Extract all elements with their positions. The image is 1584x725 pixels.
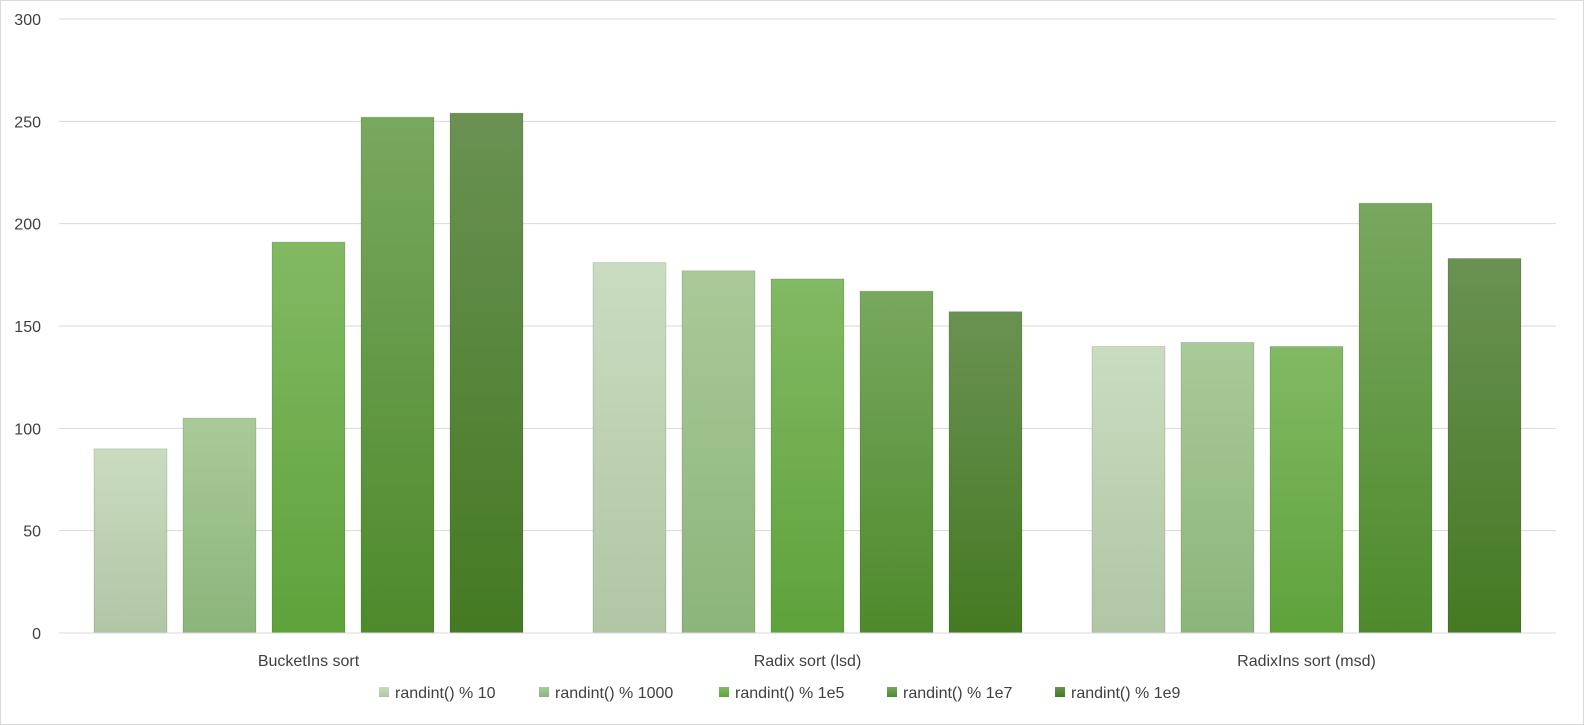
legend-label: randint() % 1e9	[1071, 685, 1180, 702]
y-tick-label: 300	[14, 12, 41, 29]
y-tick-label: 100	[14, 421, 41, 438]
legend-swatch	[1055, 687, 1065, 697]
bar-2-3	[1358, 202, 1433, 634]
bar-0-4	[449, 112, 524, 634]
y-tick-label: 50	[23, 524, 41, 541]
legend-label: randint() % 10	[395, 685, 496, 702]
legend-swatch	[539, 687, 549, 697]
x-tick-label: RadixIns sort (msd)	[1237, 653, 1376, 670]
bar-0-3	[360, 116, 435, 634]
legend-label: randint() % 1000	[555, 685, 673, 702]
bar-1-3	[859, 290, 934, 634]
x-tick-label: BucketIns sort	[258, 653, 360, 670]
bar-2-2	[1269, 345, 1344, 634]
legend-label: randint() % 1e7	[903, 685, 1012, 702]
legend-label: randint() % 1e5	[735, 685, 844, 702]
bar-2-1	[1180, 341, 1255, 634]
legend-swatch	[887, 687, 897, 697]
y-tick-label: 150	[14, 319, 41, 336]
bar-1-0	[592, 262, 667, 634]
bar-2-4	[1447, 257, 1522, 634]
y-tick-label: 250	[14, 114, 41, 131]
y-tick-label: 0	[32, 626, 41, 643]
bar-1-4	[948, 311, 1023, 634]
bar-0-1	[182, 417, 257, 634]
bar-0-2	[271, 241, 346, 634]
bar-2-0	[1091, 345, 1166, 634]
bar-0-0	[93, 448, 168, 634]
bar-1-1	[681, 270, 756, 634]
bar-1-2	[770, 278, 845, 634]
legend-swatch	[379, 687, 389, 697]
legend-swatch	[719, 687, 729, 697]
y-tick-label: 200	[14, 217, 41, 234]
x-tick-label: Radix sort (lsd)	[754, 653, 862, 670]
